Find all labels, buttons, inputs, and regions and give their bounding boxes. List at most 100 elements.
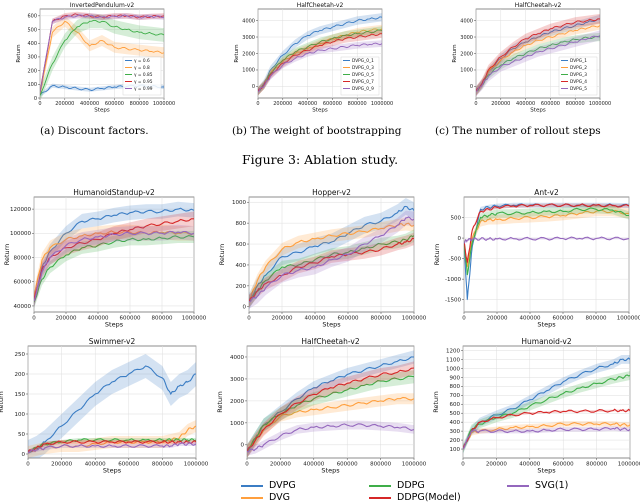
series-group — [28, 354, 196, 458]
series-line-1 — [464, 209, 629, 267]
chart-title: HalfCheetah-v2 — [297, 2, 344, 9]
x-axis-label: Steps — [537, 467, 556, 475]
x-tick-label: 1000000 — [402, 316, 427, 322]
y-tick-label: 150 — [15, 392, 26, 398]
inset-legend-label: DVPG_0_9 — [352, 86, 374, 92]
series-line-0 — [258, 16, 382, 92]
legend-label: DDPG — [397, 480, 425, 491]
x-tick-label: 800000 — [370, 462, 391, 468]
x-tick-label: 800000 — [586, 316, 607, 322]
legend-item-svg1: SVG(1) — [507, 480, 568, 491]
x-axis-label: Steps — [321, 467, 340, 475]
series-band-0 — [463, 355, 630, 454]
y-tick-label: 1000 — [242, 68, 255, 74]
inset-legend-label: DVPG_2 — [570, 65, 587, 71]
series-band-3 — [40, 11, 164, 96]
series-band-2 — [464, 205, 629, 280]
x-tick-label: 800000 — [130, 101, 149, 107]
x-tick-label: 800000 — [586, 462, 607, 468]
y-tick-label: 60000 — [14, 280, 32, 286]
series-line-4 — [464, 236, 629, 244]
y-tick-label: 200 — [450, 438, 461, 444]
inset-legend-label: DVPG_3 — [570, 72, 587, 78]
y-tick-label: 2000 — [242, 51, 255, 57]
x-tick-label: 0 — [256, 101, 259, 107]
y-tick-label: 1100 — [446, 357, 460, 363]
series-band-4 — [464, 237, 629, 243]
inset-legend-label: DVPG_4 — [570, 79, 587, 85]
inset-legend-label: γ = 0.99 — [134, 86, 153, 92]
series-band-4 — [463, 426, 630, 452]
legend-label: DVPG — [269, 480, 296, 491]
y-tick-label: 700 — [450, 393, 461, 399]
legend-label: SVG(1) — [535, 480, 569, 491]
inset-legend-label: DVPG_5 — [570, 86, 587, 92]
y-axis-label: Return — [433, 244, 441, 266]
inset-legend-label: DVPG_0_3 — [352, 65, 374, 71]
x-tick-label: 400000 — [85, 462, 106, 468]
legend-swatch — [241, 484, 263, 487]
y-tick-label: 0 — [241, 443, 245, 449]
series-line-3 — [476, 18, 600, 92]
y-tick-label: 100 — [27, 82, 37, 88]
x-tick-label: 1000000 — [618, 462, 640, 468]
series-line-1 — [40, 20, 164, 94]
x-tick-label: 600000 — [541, 101, 560, 107]
x-tick-label: 200000 — [272, 316, 293, 322]
y-tick-label: 1000 — [230, 421, 244, 427]
legend-item-ddpg: DDPG — [369, 480, 425, 491]
series-band-2 — [249, 229, 414, 308]
series-group — [464, 202, 629, 303]
y-tick-label: 200 — [27, 68, 37, 74]
x-tick-label: 200000 — [491, 101, 510, 107]
series-band-1 — [476, 21, 600, 96]
y-tick-label: 4000 — [460, 18, 473, 24]
series-line-3 — [463, 408, 630, 450]
x-tick-label: 200000 — [270, 462, 291, 468]
y-tick-label: 0 — [252, 84, 255, 90]
y-tick-label: 1000 — [446, 366, 460, 372]
x-tick-label: 0 — [461, 462, 465, 468]
x-tick-label: 200000 — [487, 316, 508, 322]
y-tick-label: 500 — [27, 27, 37, 33]
x-tick-label: 200000 — [486, 462, 507, 468]
y-tick-label: 200 — [15, 372, 26, 378]
x-tick-label: 0 — [474, 101, 477, 107]
series-line-4 — [34, 230, 194, 302]
series-line-2 — [34, 235, 194, 303]
inset-legend-label: DVPG_0_1 — [352, 58, 374, 64]
y-tick-label: 800 — [450, 384, 461, 390]
inset-legend-label: γ = 0.85 — [134, 72, 153, 78]
x-tick-label: 1000000 — [402, 462, 427, 468]
y-tick-label: 50 — [18, 432, 25, 438]
x-tick-label: 800000 — [566, 101, 585, 107]
y-tick-label: 100 — [450, 447, 461, 453]
series-line-3 — [258, 33, 382, 92]
y-tick-label: 1200 — [446, 348, 460, 354]
x-tick-label: 600000 — [553, 316, 574, 322]
series-line-2 — [463, 374, 630, 450]
y-tick-label: 600 — [27, 14, 37, 20]
inset-legend-label: γ = 0.8 — [134, 65, 150, 71]
chart-title: Humanoid-v2 — [521, 337, 571, 346]
series-group — [463, 355, 630, 454]
legend-label: DDPG(Model) — [397, 492, 461, 503]
x-tick-label: 600000 — [105, 101, 124, 107]
y-tick-label: 1000 — [460, 68, 473, 74]
series-band-0 — [28, 354, 196, 458]
y-tick-label: 600 — [236, 242, 247, 248]
x-tick-label: 400000 — [88, 316, 109, 322]
figure-title: Figure 3: Ablation study. — [241, 152, 399, 167]
inset-legend-label: γ = 0.6 — [134, 58, 150, 64]
x-tick-label: 400000 — [303, 462, 324, 468]
chart-title: Swimmer-v2 — [89, 337, 136, 346]
chart-humanoid-standup: 0 200000 400000 600000 800000 1000000 40000 600… — [3, 188, 207, 329]
legend-swatch — [369, 496, 391, 499]
series-line-4 — [28, 442, 196, 454]
y-tick-label: 400 — [450, 420, 461, 426]
y-tick-label: 0 — [34, 96, 37, 102]
legend-swatch — [507, 484, 529, 487]
